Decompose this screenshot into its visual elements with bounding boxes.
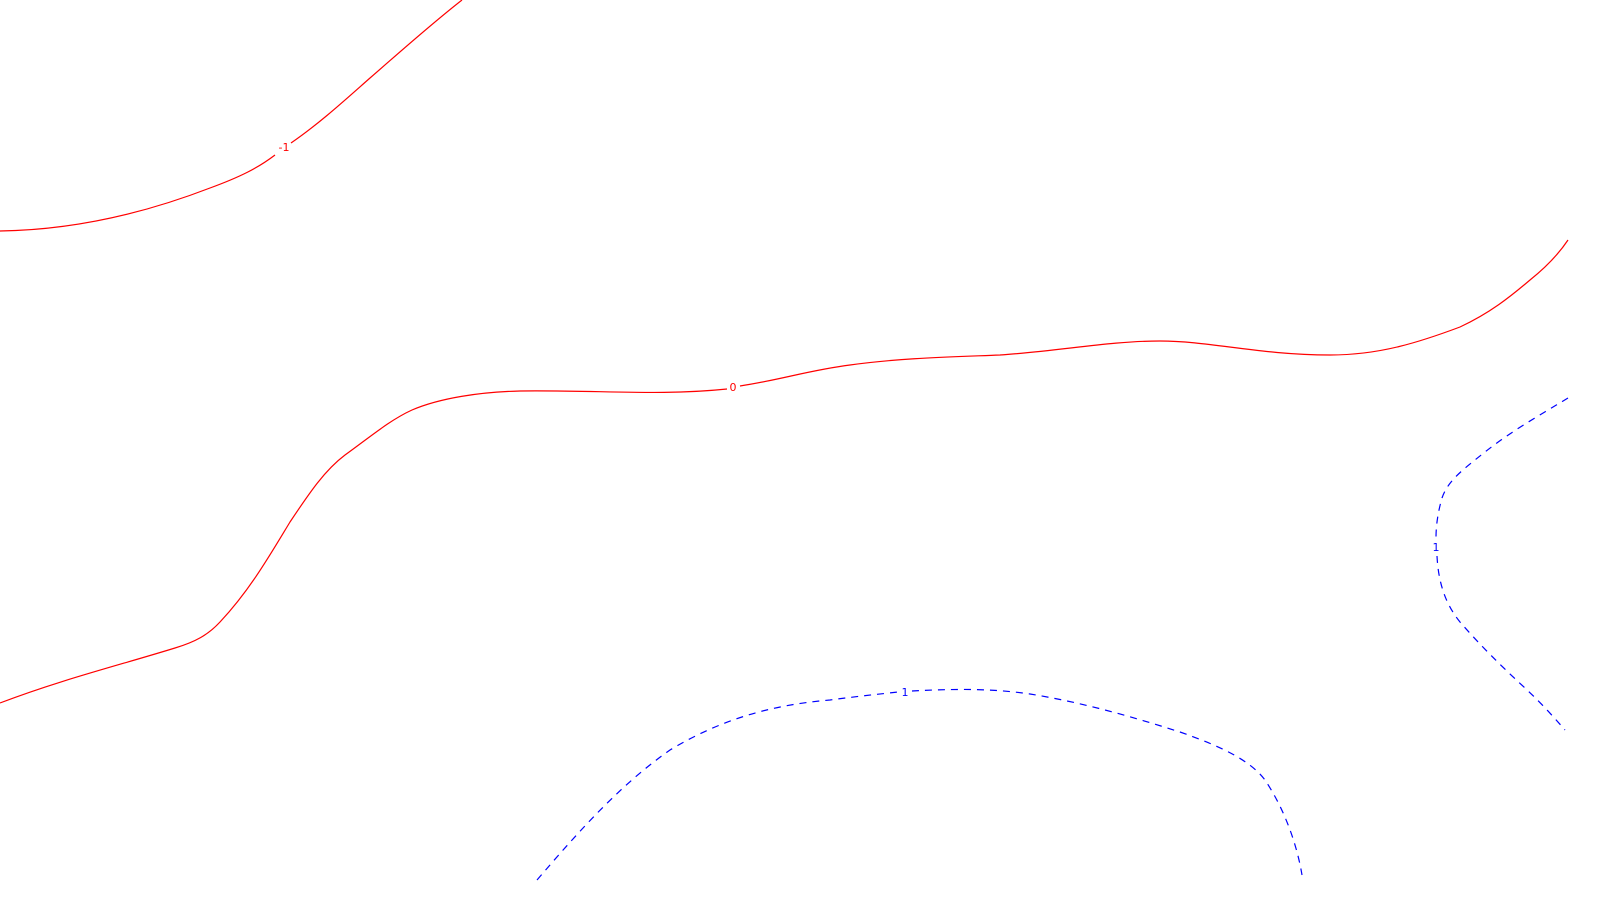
contour-line-pos1-bottom: 1 xyxy=(536,686,1303,881)
contour-neg1-path xyxy=(0,0,463,232)
contour-line-pos1-right: 1 xyxy=(1433,397,1569,731)
contour-zero-path xyxy=(0,239,1569,704)
contour-pos1-bottom-path xyxy=(536,688,1303,881)
contour-label-neg1: -1 xyxy=(279,141,290,154)
contour-label-pos1-bottom: 1 xyxy=(902,686,909,699)
contour-line-zero: 0 xyxy=(0,239,1569,704)
contour-label-pos1-right: 1 xyxy=(1433,541,1440,554)
contour-line-neg1: -1 xyxy=(0,0,463,232)
contour-label-zero: 0 xyxy=(730,381,737,394)
contour-pos1-right-path xyxy=(1435,397,1569,731)
